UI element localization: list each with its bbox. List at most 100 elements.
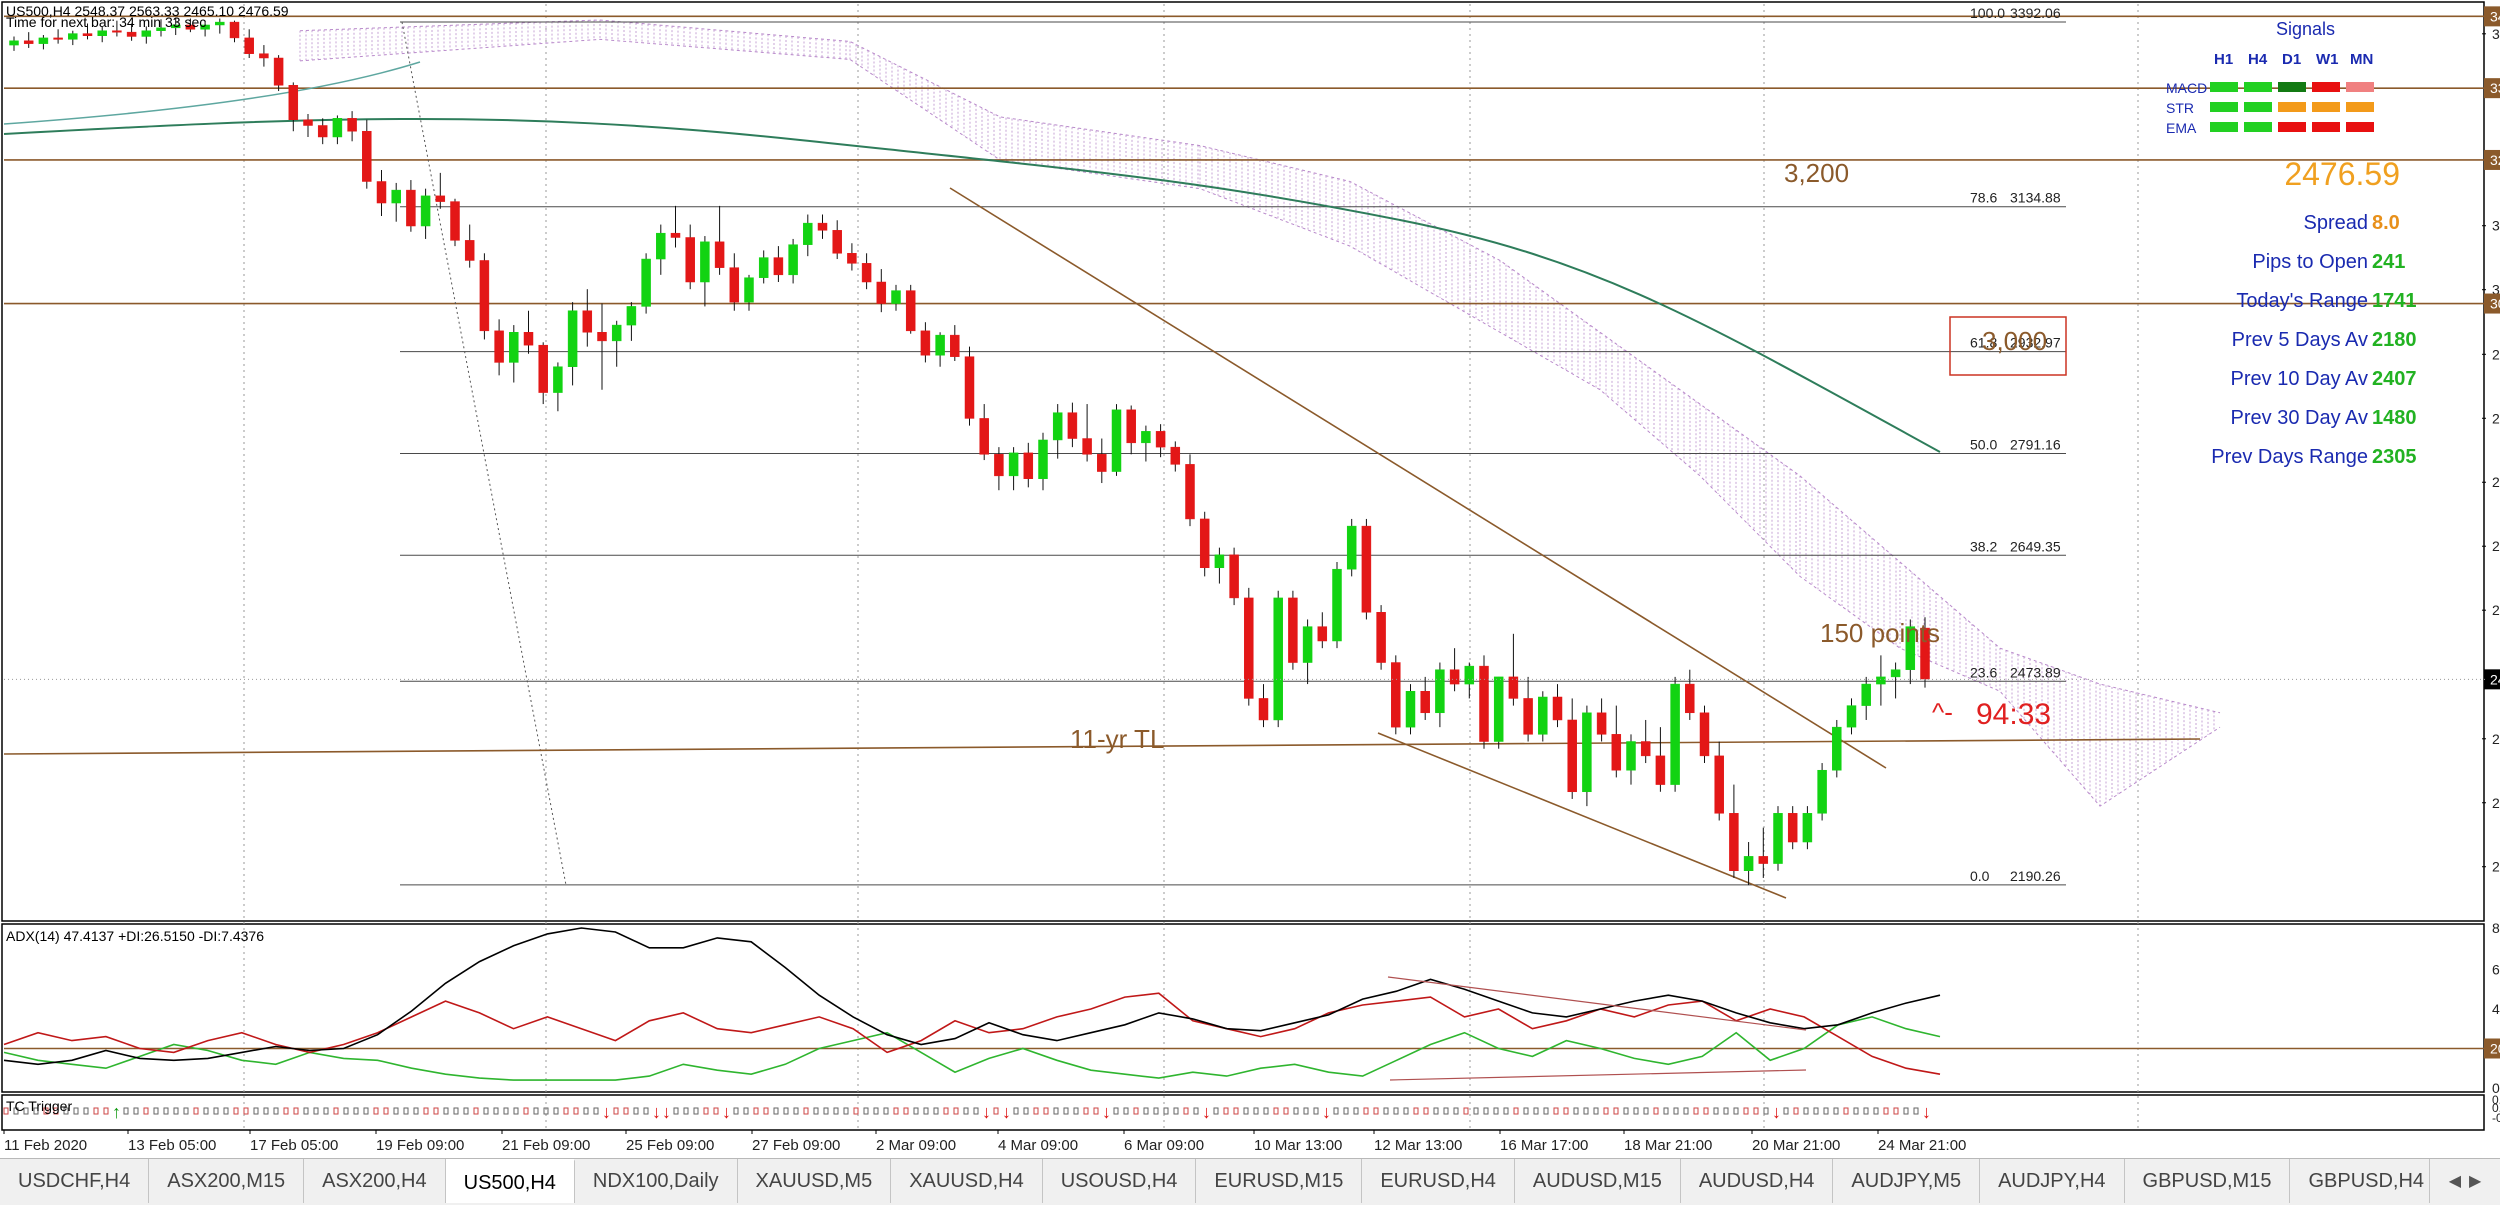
- tc-down-arrow: ↓: [1002, 1102, 1011, 1122]
- tab-asx200-m15[interactable]: ASX200,M15: [149, 1159, 305, 1203]
- signal-cell: [2346, 82, 2374, 92]
- tc-marker: [63, 1107, 69, 1115]
- signal-cell: [2346, 122, 2374, 132]
- tab-usousd-h4[interactable]: USOUSD,H4: [1043, 1159, 1197, 1203]
- tab-asx200-h4[interactable]: ASX200,H4: [304, 1159, 446, 1203]
- fib-anchor-line: [401, 22, 567, 886]
- candle-bearish: [479, 260, 490, 332]
- tc-marker: [1793, 1107, 1799, 1115]
- tc-marker: [3, 1107, 9, 1115]
- tc-marker: [483, 1107, 489, 1115]
- candle-bearish: [244, 37, 254, 54]
- tab-audusd-h4[interactable]: AUDUSD,H4: [1681, 1159, 1834, 1203]
- candle-bullish: [68, 33, 78, 40]
- candle-bearish: [126, 31, 137, 37]
- candle-bullish: [1052, 412, 1063, 441]
- tab-scroll-arrows[interactable]: ◀ ▶: [2429, 1159, 2500, 1203]
- info-value: 2407: [2372, 368, 2417, 390]
- tc-marker: [263, 1107, 269, 1115]
- tc-marker: [593, 1107, 599, 1115]
- scroll-right-icon[interactable]: ▶: [2469, 1173, 2482, 1190]
- tc-marker: [1263, 1107, 1269, 1115]
- tc-marker: [183, 1107, 189, 1115]
- level-price-tag: [2484, 78, 2500, 99]
- candle-bearish: [994, 454, 1004, 477]
- fib-level-ratio: 23.6: [1970, 664, 1997, 680]
- tab-ndx100-daily[interactable]: NDX100,Daily: [575, 1159, 738, 1203]
- adx-divergence-lower: [1389, 1069, 1807, 1081]
- tc-down-arrow: ↓: [1202, 1102, 1211, 1122]
- candle-bearish: [229, 21, 240, 39]
- tab-audusd-m15[interactable]: AUDUSD,M15: [1515, 1159, 1681, 1203]
- tab-eurusd-m15[interactable]: EURUSD,M15: [1196, 1159, 1363, 1203]
- scroll-left-icon[interactable]: ◀: [2448, 1173, 2461, 1190]
- tab-audjpy-h4[interactable]: AUDJPY,H4: [1980, 1159, 2125, 1203]
- tc-marker: [943, 1107, 949, 1115]
- tc-marker: [1553, 1107, 1559, 1115]
- candle-bearish: [920, 330, 931, 356]
- tc-marker: [1123, 1107, 1129, 1115]
- candle-bullish: [1582, 712, 1592, 793]
- tc-down-arrow: ↓: [652, 1102, 661, 1122]
- signals-column-header: H1: [2214, 51, 2233, 68]
- tc-marker: [573, 1107, 579, 1115]
- candle-bullish: [141, 30, 152, 37]
- tab-xauusd-h4[interactable]: XAUUSD,H4: [891, 1159, 1043, 1203]
- tc-down-arrow: ↓: [602, 1102, 611, 1122]
- tab-gbpusd-m15[interactable]: GBPUSD,M15: [2125, 1159, 2291, 1203]
- tc-marker: [413, 1107, 419, 1115]
- tc-marker: [83, 1107, 89, 1115]
- candle-bullish: [1670, 683, 1680, 785]
- time-tick-label: 25 Feb 09:00: [626, 1137, 714, 1154]
- tc-pane-border: [1, 1094, 2485, 1131]
- tc-marker: [873, 1107, 879, 1115]
- adx-scale-label: 0: [2492, 1080, 2500, 1096]
- tc-marker: [1023, 1107, 1029, 1115]
- tc-marker: [123, 1107, 129, 1115]
- tc-marker: [283, 1107, 289, 1115]
- tab-audjpy-m5[interactable]: AUDJPY,M5: [1833, 1159, 1981, 1203]
- candle-bearish: [1758, 856, 1769, 864]
- main-pane-border: [1, 1, 2485, 922]
- tc-marker: [1853, 1107, 1859, 1115]
- tab-us500-h4[interactable]: US500,H4: [445, 1159, 575, 1203]
- fib-level-ratio: 61.8: [1970, 335, 1997, 351]
- tab-usdchf-h4[interactable]: USDCHF,H4: [0, 1159, 150, 1203]
- price-axis: 3400.00 3375.70 3300.00 3200.00 3108.40 3019.…: [4, 6, 2500, 875]
- vertical-gridlines: [243, 4, 2139, 1128]
- candle-bullish: [1214, 554, 1225, 569]
- candle-bullish: [200, 24, 210, 30]
- candle-bearish: [288, 85, 299, 120]
- tc-marker: [893, 1107, 899, 1115]
- signal-cell: [2278, 82, 2306, 92]
- tc-marker: [823, 1107, 829, 1115]
- ema-200-line: [3, 117, 1941, 453]
- tc-marker: [163, 1107, 169, 1115]
- tab-eurusd-h4[interactable]: EURUSD,H4: [1362, 1159, 1515, 1203]
- candle-bullish: [420, 195, 431, 227]
- info-value: 1741: [2372, 290, 2417, 312]
- minus-di-line: [3, 992, 1941, 1075]
- tc-marker: [683, 1107, 689, 1115]
- tab-xauusd-m5[interactable]: XAUUSD,M5: [738, 1159, 892, 1203]
- candle-bearish: [950, 334, 960, 357]
- tc-marker: [343, 1107, 349, 1115]
- tc-marker: [1303, 1107, 1309, 1115]
- candle-bullish: [1008, 452, 1019, 477]
- tc-marker: [993, 1107, 999, 1115]
- info-label: Prev Days Range: [2211, 446, 2368, 468]
- countdown-prefix: ^-: [1932, 697, 1953, 727]
- ema-short-line: [3, 61, 421, 125]
- tc-marker: [633, 1107, 639, 1115]
- signals-column-header: D1: [2282, 51, 2301, 68]
- tc-marker: [1193, 1107, 1199, 1115]
- tc-marker: [803, 1107, 809, 1115]
- tc-marker: [933, 1107, 939, 1115]
- adx-line: [3, 927, 1941, 1066]
- candle-bearish: [523, 332, 534, 346]
- tc-marker: [1513, 1107, 1519, 1115]
- candle-bearish: [1449, 669, 1460, 685]
- tab-gbpusd-h4[interactable]: GBPUSD,H4: [2290, 1159, 2444, 1203]
- tc-marker: [1313, 1107, 1319, 1115]
